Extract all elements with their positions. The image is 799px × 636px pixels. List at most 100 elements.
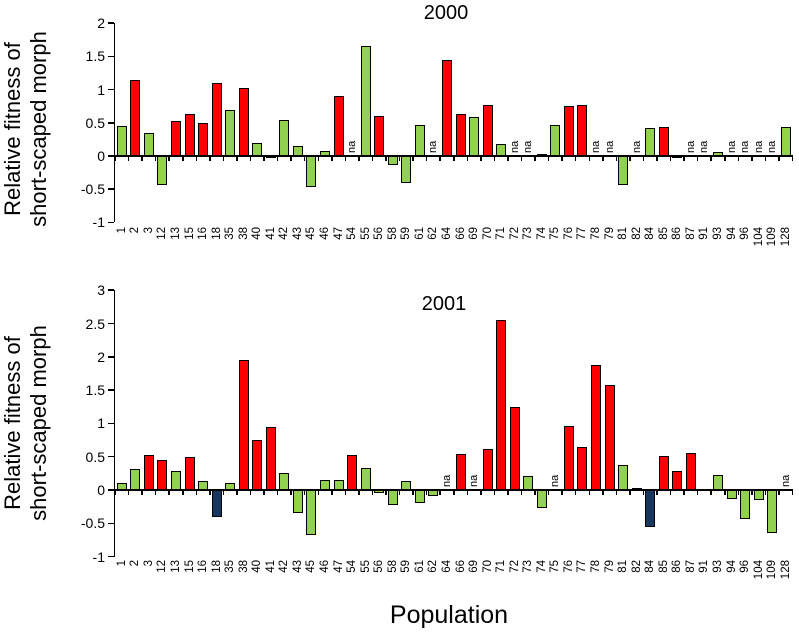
bar-2000-69 [469, 116, 480, 156]
bar-2000-1 [116, 126, 127, 156]
x-tick-label: 94 [725, 227, 738, 240]
bar-2000-45 [306, 156, 317, 187]
bar-2001-66 [455, 454, 466, 490]
x-tick [371, 156, 374, 161]
bar-2001-41 [265, 426, 276, 490]
x-tick-label: 55 [359, 560, 372, 573]
x-tick-label: 82 [630, 227, 643, 240]
x-tick-label: 1 [115, 227, 128, 234]
x-tick [696, 490, 699, 495]
x-tick-label: 42 [278, 560, 291, 573]
bar-2001-71 [496, 320, 507, 490]
x-tick [710, 156, 712, 161]
bar-2001-38 [238, 360, 249, 490]
x-tick-label: 54 [346, 560, 359, 573]
x-tick-label: 55 [359, 227, 372, 240]
x-tick [127, 490, 130, 495]
bar-2001-73 [523, 476, 534, 490]
bar-2000-93 [712, 152, 723, 156]
x-tick-label: 59 [400, 560, 413, 573]
x-tick-label: 69 [468, 560, 481, 573]
x-tick-label: 2 [129, 227, 142, 234]
x-tick-label: 109 [766, 560, 779, 580]
x-tick [615, 490, 618, 495]
x-tick [222, 156, 225, 161]
x-tick [385, 490, 387, 495]
na-label: na [779, 474, 792, 487]
x-tick-label: 45 [305, 227, 318, 240]
x-tick-label: 1 [115, 560, 128, 567]
na-label: na [508, 140, 521, 153]
x-tick [222, 490, 225, 495]
y-axis-title-2001-line1: Relative fitness of [0, 336, 25, 510]
x-tick [534, 156, 536, 161]
bar-2001-94 [726, 490, 737, 499]
y-axis-line [113, 290, 115, 557]
y-axis-title-2000-line1: Relative fitness of [0, 42, 25, 216]
bar-2000-38 [238, 88, 249, 156]
x-tick-label: 61 [413, 227, 426, 240]
x-tick [331, 490, 333, 495]
bar-2001-61 [414, 490, 425, 504]
x-tick-label: 81 [617, 560, 630, 573]
x-tick [344, 156, 347, 161]
x-tick-label: 75 [549, 560, 562, 573]
y-tick-label: 0.5 [85, 114, 105, 131]
bar-2001-16 [198, 481, 209, 490]
bar-2001-76 [563, 426, 574, 490]
x-tick [182, 156, 184, 161]
x-tick-label: 82 [630, 560, 643, 573]
x-tick-label: 64 [440, 560, 453, 573]
x-axis-title: Population [389, 601, 509, 629]
x-tick [425, 156, 428, 161]
bar-2000-81 [618, 156, 629, 186]
x-tick-label: 74 [535, 227, 548, 240]
x-tick [154, 490, 157, 495]
x-tick-label: 78 [590, 560, 603, 573]
y-tick [107, 356, 114, 358]
bar-2001-1 [116, 483, 127, 490]
x-tick [574, 156, 577, 161]
x-tick [764, 156, 767, 161]
x-tick-label: 41 [264, 227, 277, 240]
bar-2001-45 [306, 490, 317, 536]
na-label: na [739, 140, 752, 153]
bar-2000-13 [170, 121, 181, 156]
bar-2001-81 [618, 465, 629, 490]
x-tick-label: 35 [224, 560, 237, 573]
y-axis-title-2001: Relative fitness of short-scaped morph [0, 273, 52, 573]
y-tick-label: -0.5 [80, 181, 105, 198]
x-tick [303, 490, 306, 495]
y-axis-title-2000-line2: short-scaped morph [26, 31, 51, 227]
bar-2001-93 [712, 475, 723, 490]
x-tick [615, 156, 618, 161]
x-tick-label: 94 [725, 560, 738, 573]
x-tick [778, 490, 780, 495]
x-tick-label: 73 [522, 560, 535, 573]
na-label: na [549, 474, 562, 487]
x-tick-label: 2 [129, 560, 142, 567]
x-tick-label: 79 [603, 227, 616, 240]
bar-2001-87 [685, 453, 696, 490]
x-tick-label: 43 [291, 560, 304, 573]
y-tick-label: 2 [97, 15, 105, 32]
x-tick-label: 58 [386, 560, 399, 573]
bar-2001-104 [753, 490, 764, 500]
x-tick [683, 490, 685, 495]
x-tick-label: 78 [590, 227, 603, 240]
bar-2000-71 [496, 144, 507, 156]
na-label: na [752, 140, 765, 153]
x-tick [737, 490, 740, 495]
x-tick [547, 490, 550, 495]
x-tick [344, 490, 347, 495]
x-tick-label: 16 [197, 560, 210, 573]
bar-2000-40 [252, 143, 263, 156]
y-tick-label: 0.5 [85, 448, 105, 465]
x-tick [425, 490, 428, 495]
bar-2000-43 [292, 146, 303, 156]
na-label: na [427, 140, 440, 153]
y-tick-label: 1 [97, 415, 105, 432]
x-tick-label: 85 [657, 227, 670, 240]
bar-2001-58 [387, 490, 398, 505]
x-tick [480, 490, 482, 495]
